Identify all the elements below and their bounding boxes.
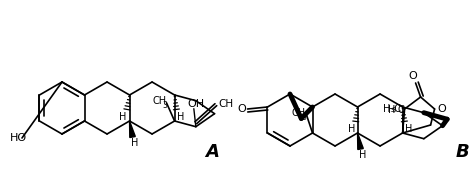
- Text: H: H: [388, 105, 395, 115]
- Text: H: H: [119, 112, 126, 122]
- Text: CH: CH: [153, 96, 167, 106]
- Text: 3: 3: [301, 113, 306, 122]
- Text: OH: OH: [187, 99, 204, 109]
- Text: O: O: [408, 71, 417, 81]
- Text: H₃C: H₃C: [383, 104, 401, 114]
- Text: H: H: [405, 124, 412, 134]
- Text: CH: CH: [292, 108, 306, 118]
- Text: A: A: [205, 143, 219, 161]
- Text: O: O: [237, 104, 246, 114]
- Text: HO: HO: [10, 133, 27, 143]
- Text: C: C: [398, 105, 404, 115]
- Text: O: O: [437, 104, 446, 114]
- Text: H: H: [177, 112, 184, 122]
- Text: 3: 3: [392, 107, 396, 113]
- Text: H: H: [348, 124, 355, 134]
- Text: CH: CH: [218, 99, 233, 109]
- Polygon shape: [357, 133, 363, 149]
- Text: H: H: [359, 150, 366, 160]
- Text: B: B: [456, 143, 470, 161]
- Text: H: H: [131, 138, 138, 148]
- Polygon shape: [129, 121, 135, 137]
- Text: 3: 3: [163, 101, 167, 110]
